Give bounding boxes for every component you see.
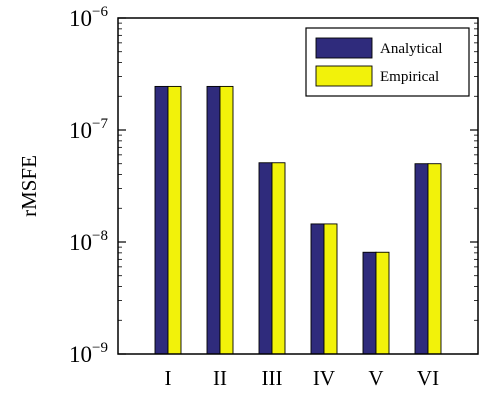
y-tick-label: 10−8 (69, 228, 108, 255)
bar-empirical-iii (271, 162, 286, 355)
legend-label-empirical: Empirical (380, 69, 439, 85)
bar-empirical-i (167, 85, 182, 355)
bar-analytical-iii (258, 162, 273, 355)
x-tick-label: III (262, 366, 283, 390)
bar-analytical-i (154, 85, 169, 355)
x-tick-label: V (368, 366, 383, 390)
legend-label-analytical: Analytical (380, 41, 442, 57)
bar-empirical-iv (323, 223, 338, 355)
x-tick-label: I (165, 366, 172, 390)
plot-frame (117, 17, 479, 355)
x-tick-label: IV (313, 366, 335, 390)
bar-analytical-ii (206, 85, 221, 355)
legend: Analytical Empirical (305, 27, 470, 97)
bar-analytical-iv (310, 223, 325, 355)
y-axis-label: rMSFE (17, 155, 41, 217)
bars (154, 85, 442, 355)
bar-empirical-v (375, 251, 390, 355)
x-tick-label: VI (417, 366, 439, 390)
x-axis-ticks: I II III IV V VI (165, 366, 440, 390)
bar-analytical-v (362, 251, 377, 355)
bar-empirical-vi (427, 163, 442, 355)
y-tick-label: 10−6 (69, 4, 108, 31)
y-axis-ticks: 10−9 10−8 10−7 10−6 (69, 4, 478, 367)
legend-swatch-analytical (315, 37, 373, 59)
y-tick-label: 10−9 (69, 340, 108, 367)
bar-empirical-ii (219, 85, 234, 355)
x-tick-label: II (213, 366, 227, 390)
legend-swatch-empirical (315, 65, 373, 87)
bar-analytical-vi (414, 163, 429, 355)
y-tick-label: 10−7 (69, 116, 108, 143)
